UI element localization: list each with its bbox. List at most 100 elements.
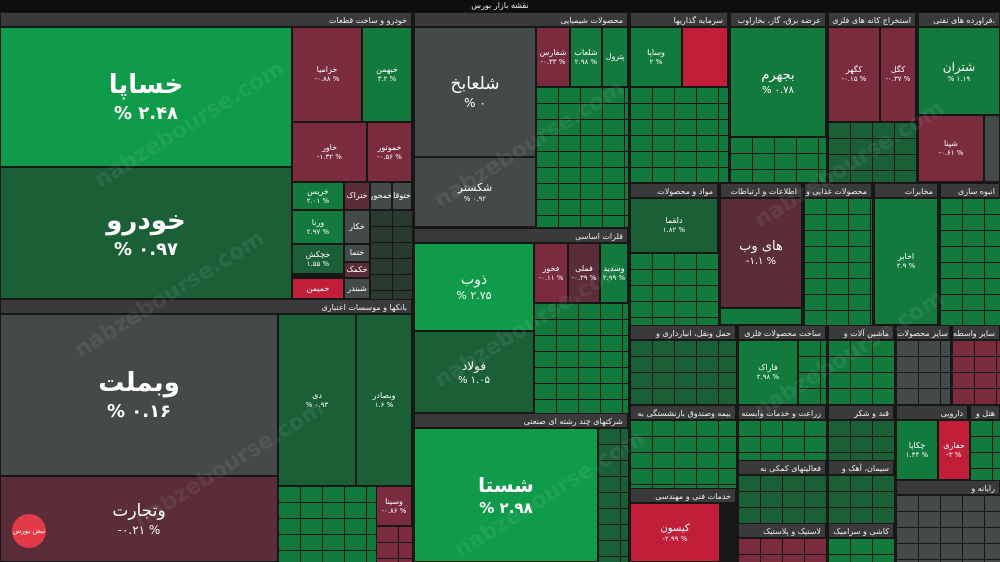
sector-header-sugar[interactable]: قند و شکر <box>828 405 894 420</box>
sector-header-hotel[interactable]: هتل و <box>970 405 1000 420</box>
tile-shetran[interactable]: شتران % ۱.۱۹ <box>918 27 1000 115</box>
sector-header-machinery[interactable]: ماشین آلات و <box>828 325 894 340</box>
tile-cluster-small-metal-products <box>798 340 826 405</box>
tile-name: خکار <box>349 222 365 231</box>
tile-cluster-small-chem <box>536 87 628 227</box>
sector-header-invest[interactable]: سرمایه گذاریها <box>630 12 728 27</box>
sector-header-chem[interactable]: محصولات شیمیایی <box>414 12 628 27</box>
tile-change: -۰.۲۱ % <box>117 523 161 537</box>
sector-header-auto[interactable]: خودرو و ساخت قطعات <box>0 12 412 27</box>
tile-shasta[interactable]: شستا % ۲.۹۸ <box>414 428 598 562</box>
tile-khasapa[interactable]: خساپا % ۲.۴۸ <box>0 27 292 167</box>
tile-change: % ۲.۹۸ <box>479 499 533 517</box>
tile-change: ۱.۴۴ % <box>905 450 929 459</box>
tile-kgol[interactable]: کگل -۰.۳۷ % <box>880 27 916 122</box>
tile-vbsadr[interactable]: وبصادر ۱.۶ % <box>356 314 412 486</box>
sector-header-drug[interactable]: دارویی <box>896 405 968 420</box>
tile-vsadid[interactable]: وسدید ۲.۹۹ % <box>600 243 628 303</box>
tile-invest-red[interactable] <box>682 27 728 87</box>
tile-khbahman[interactable]: خبهمن ۳.۲ % <box>362 27 412 122</box>
tile-asiatek[interactable] <box>720 308 802 325</box>
sector-header-computer[interactable]: رایانه و <box>896 480 1000 495</box>
tile-change: % ۲.۷۵ <box>456 289 492 302</box>
tile-name: خمیمن <box>306 283 330 293</box>
tile-shptrl[interactable]: پترول <box>602 27 628 87</box>
sector-header-banks[interactable]: بانکها و موسسات اعتباری <box>0 299 412 314</box>
tile-fooolad[interactable]: فولاد % ۱.۰۵ <box>414 331 534 413</box>
tile-khakar[interactable]: خکار <box>344 210 370 244</box>
sector-header-tile[interactable]: کاشی و سرامیک <box>828 523 894 538</box>
tile-change: ۳.۲ % <box>377 75 397 83</box>
tile-bjahrom[interactable]: بجهرم % ۰.۷۸ <box>730 27 826 137</box>
tile-shfars[interactable]: شفارس -۰.۳۳ % <box>536 27 570 87</box>
sector-header-construction[interactable]: انبوه سازی <box>940 183 1000 198</box>
tile-khtraktor[interactable]: ختراک <box>344 182 370 210</box>
tile-di[interactable]: دی % ۰.۹۳ <box>278 314 356 486</box>
tile-zob[interactable]: ذوب % ۲.۷۵ <box>414 243 534 331</box>
tile-name: چکاپا <box>908 440 926 450</box>
sector-header-mining[interactable]: استخراج کانه های فلزی <box>828 12 916 27</box>
tile-change: -۰.۸۸ % <box>314 75 340 83</box>
tile-khchakosh[interactable]: خچکش ۱.۵۵ % <box>292 244 344 274</box>
sector-header-insurance[interactable]: بیمه وصندوق بازنشستگی به <box>630 405 736 420</box>
sector-header-rubber[interactable]: لاستیک و پلاستیک <box>738 523 826 538</box>
tile-shekstar[interactable]: شکستر % ۰.۹۲ <box>414 157 536 227</box>
tile-khavar[interactable]: خاور -۱.۳۲ % <box>292 122 367 182</box>
tile-cluster-small-sugar <box>828 420 894 460</box>
tile-cluster-small-insurance <box>630 420 736 488</box>
tile-khkomak[interactable]: خکمک <box>344 262 370 278</box>
sector-header-telecom[interactable]: اطلاعات و ارتباطات <box>720 183 802 198</box>
tile-vasina[interactable]: وسینا -۰.۸۶ % <box>376 486 412 526</box>
tile-khemion[interactable]: خمیمن <box>292 278 344 299</box>
sector-header-metal-products[interactable]: ساخت محصولات فلزی <box>738 325 826 340</box>
tile-kisun[interactable]: کیسون -۲.۹۹ % <box>630 503 720 562</box>
tile-kharis[interactable]: خریس ۲.۰۱ % <box>292 182 344 210</box>
sector-header-transport[interactable]: حمل ونقل، انبارداری و <box>630 325 736 340</box>
tile-shbarla[interactable]: شلعاب ۲.۹۸ % <box>570 27 602 87</box>
tile-cluster-small-hotel <box>970 420 1000 480</box>
tile-chkapa[interactable]: چکاپا ۱.۴۴ % <box>896 420 938 480</box>
sector-header-engineering[interactable]: خدمات فنی و مهندسی <box>630 488 736 503</box>
tile-khtoos[interactable]: ختما <box>344 244 370 262</box>
tile-cluster-small-food2 <box>804 198 872 325</box>
sector-header-other-products[interactable]: سایر محصولات <box>896 325 950 340</box>
sector-header-multi[interactable]: شرکتهای چند رشته ای صنعتی <box>414 413 628 428</box>
tile-shaleghaz[interactable]: شلعابخ % ۰ <box>414 27 536 157</box>
sector-header-power[interactable]: عرضه برق، گاز، بخاراوب <box>730 12 826 27</box>
tile-cluster-small-rubber <box>738 538 826 562</box>
sector-header-basic-metals[interactable]: فلزات اساسی <box>414 228 628 243</box>
tile-vtejarat[interactable]: وتجارت -۰.۲۱ % <box>0 476 278 562</box>
tile-name: ختراک <box>346 191 368 200</box>
tile-khodro[interactable]: خودرو % ۰.۹۷ <box>0 167 292 299</box>
tile-faraq[interactable]: فاراک ۲.۹۸ % <box>738 340 798 405</box>
tile-shpena[interactable]: شپنا -۰.۶۱ % <box>918 115 984 182</box>
tile-cluster-small-agri <box>738 420 826 460</box>
sector-header-telecoms[interactable]: مخابرات <box>874 183 938 198</box>
sector-header-cement[interactable]: سیمان، آهک و <box>828 460 894 475</box>
tile-name: شستا <box>478 473 534 497</box>
tile-khazamia[interactable]: خزامیا -۰.۸۸ % <box>292 27 362 122</box>
tile-khmoto[interactable]: خموتور -۰.۵۶ % <box>367 122 412 182</box>
sector-header-support[interactable]: فعالیتهای کمکی به <box>738 460 826 475</box>
tile-vatna[interactable]: ورنا ۲.۹۷ % <box>292 210 344 244</box>
sector-header-other[interactable]: سایر واسطه <box>952 325 1000 340</box>
sector-header-food2[interactable]: محصولات غذایی و <box>804 183 872 198</box>
tile-haghari[interactable]: حفاری -۳ % <box>938 420 970 480</box>
tile-khmehvar[interactable]: خمحور <box>370 182 392 210</box>
tile-khtoqa[interactable]: ختوقا <box>392 182 412 210</box>
tile-fkhooz[interactable]: فخوز -۰.۱۱ % <box>534 243 568 303</box>
tile-fmelli[interactable]: فملی -۰.۳۹ % <box>568 243 600 303</box>
tile-vasapa[interactable]: وساپا ۲ % <box>630 27 682 87</box>
tile-refinery-small[interactable] <box>984 115 1000 182</box>
tile-hiweb[interactable]: های وب -۱.۱ % <box>720 198 802 308</box>
sector-header-agri[interactable]: زراعت و خدمات وابسته <box>738 405 826 420</box>
tile-akhaber[interactable]: اخابر ۲.۹ % <box>874 198 938 325</box>
sector-header-food[interactable]: مواد و محصولات <box>630 183 718 198</box>
tile-dlaghma[interactable]: دلقما ۱.۸۲ % <box>630 198 718 253</box>
tile-vabmlt[interactable]: وبملت % ۰.۱۶ <box>0 314 278 476</box>
tile-change: % ۰.۷۸ <box>762 85 794 96</box>
sector-header-refinery[interactable]: فراورده های نفتی، <box>918 12 1000 27</box>
tile-kgohar[interactable]: کگهر -۰.۱۵ % <box>828 27 880 122</box>
tile-shbandar[interactable]: شبندر <box>344 278 370 299</box>
tile-change: -۰.۶۱ % <box>938 149 964 157</box>
